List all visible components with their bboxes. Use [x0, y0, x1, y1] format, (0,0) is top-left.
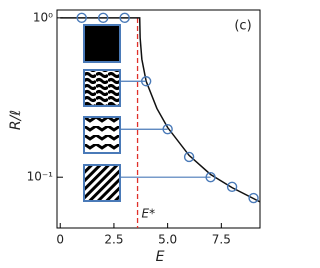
inset: [83, 116, 121, 154]
y-tick-label: 10⁻¹: [27, 170, 54, 184]
data-point: [140, 76, 152, 87]
y-axis-label: R/ℓ: [8, 110, 24, 130]
data-point: [248, 192, 259, 204]
y-tick-label: 10⁰: [33, 10, 53, 24]
inset: [83, 164, 121, 202]
data-point: [97, 12, 109, 24]
insets: [83, 24, 121, 202]
data-point: [226, 181, 238, 193]
x-tick-label: 2.5: [104, 233, 123, 247]
annotation: E*: [142, 207, 156, 221]
plot-frame: [56, 9, 261, 229]
data-point: [76, 12, 87, 24]
data-point: [162, 124, 173, 135]
data-point: [205, 172, 216, 183]
chart: (c) E R/ℓ 0 2.5 5.0 7.5 10⁰ 10⁻¹ E*: [8, 9, 261, 265]
x-tick-label: 5.0: [158, 233, 177, 247]
panel-label: (c): [234, 19, 251, 34]
inset: [83, 69, 121, 107]
x-tick-label: 0: [56, 233, 64, 247]
x-tick-label: 7.5: [212, 233, 231, 247]
data-point: [119, 12, 130, 24]
curve: [60, 17, 261, 203]
data-point: [183, 151, 195, 163]
inset: [83, 24, 121, 63]
x-axis-label: E: [156, 249, 165, 265]
